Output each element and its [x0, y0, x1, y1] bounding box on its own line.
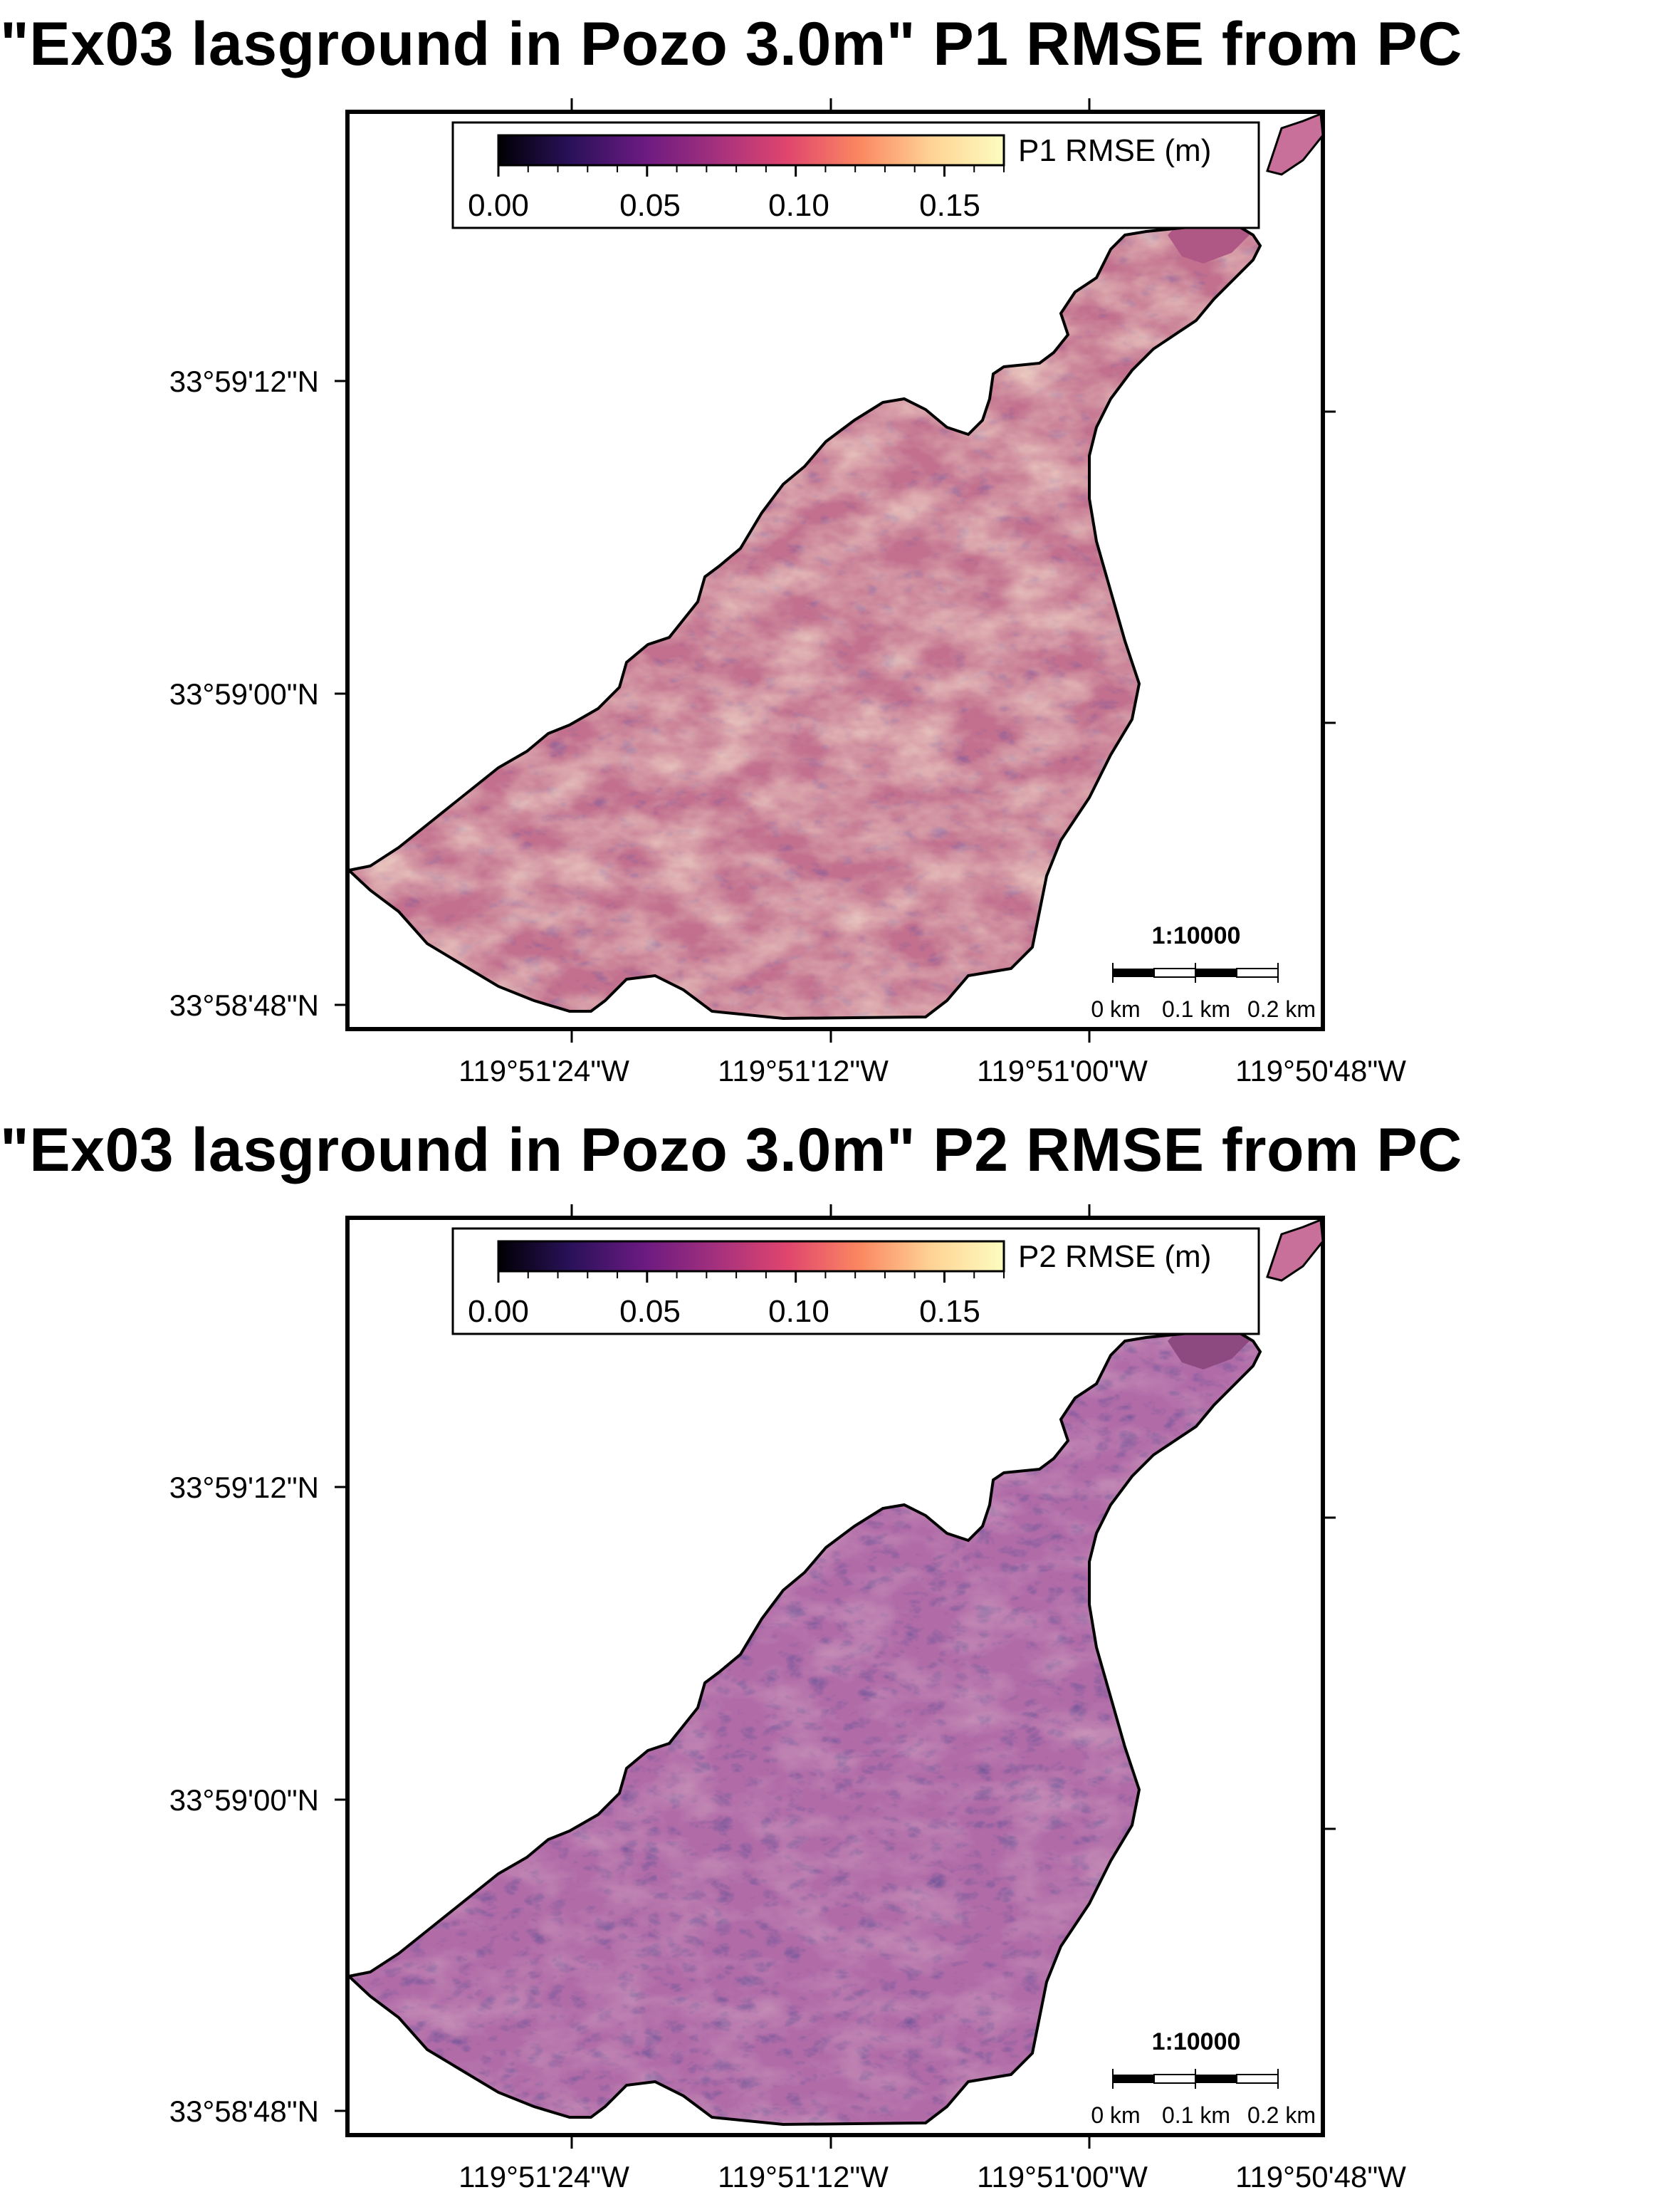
colorbar-tick-label: 0.00: [468, 188, 529, 223]
lon-label: 119°51'12"W: [718, 1054, 889, 1087]
colorbar: [497, 1240, 1005, 1273]
map-figure-p1: P1 RMSE (m) 0.00 0.05 0.10 0.15 33°59'12…: [169, 98, 1406, 1087]
map-panel-p2: "Ex03 lasground in Pozo 3.0m" P2 RMSE fr…: [0, 1106, 1676, 2212]
colorbar-tick-label: 0.10: [768, 1294, 829, 1329]
lat-label: 33°59'12"N: [169, 365, 319, 398]
map-frame: [345, 1216, 1325, 2137]
colorbar-tick-label: 0.00: [468, 1294, 529, 1329]
scale-bar: [1112, 963, 1279, 983]
colorbar-tick-label: 0.15: [919, 1294, 980, 1329]
lat-label: 33°58'48"N: [169, 988, 319, 1022]
lon-label: 119°51'00"W: [977, 1054, 1148, 1087]
lat-label: 33°59'12"N: [169, 1471, 319, 1504]
colorbar-minor-ticks: [497, 165, 1005, 177]
lat-label: 33°58'48"N: [169, 2094, 319, 2128]
scale-label: 0.2 km: [1247, 2102, 1316, 2128]
scale-ratio: 1:10000: [1152, 922, 1241, 949]
scale-label: 0 km: [1091, 2102, 1140, 2128]
colorbar: [497, 134, 1005, 167]
colorbar-label: P1 RMSE (m): [1018, 133, 1211, 168]
colorbar-tick-label: 0.05: [619, 1294, 681, 1329]
lon-label: 119°51'12"W: [718, 2160, 889, 2193]
lat-label: 33°59'00"N: [169, 677, 319, 711]
land-sliver: [1266, 112, 1324, 176]
scale-ratio: 1:10000: [1152, 2028, 1241, 2055]
lon-label: 119°51'00"W: [977, 2160, 1148, 2193]
map-panel-p1: "Ex03 lasground in Pozo 3.0m" P1 RMSE fr…: [0, 10, 1462, 1087]
lon-label: 119°51'24"W: [459, 2160, 629, 2193]
colorbar-minor-ticks: [497, 1271, 1005, 1283]
map-top-ticks: [570, 1204, 1091, 1218]
map-right-ticks: [1323, 1516, 1336, 1830]
rmse-raster: [349, 1330, 1260, 2124]
colorbar-tick-label: 0.15: [919, 188, 980, 223]
land-sliver: [1266, 1218, 1324, 1282]
map-title: "Ex03 lasground in Pozo 3.0m" P2 RMSE fr…: [0, 1116, 1462, 1184]
lon-label: 119°50'48"W: [1235, 1054, 1406, 1087]
scale-bar: [1112, 2069, 1279, 2089]
colorbar-label: P2 RMSE (m): [1018, 1239, 1211, 1274]
scale-label: 0.2 km: [1247, 996, 1316, 1022]
scale-label: 0 km: [1091, 996, 1140, 1022]
lon-label: 119°50'48"W: [1235, 2160, 1406, 2193]
scale-label: 0.1 km: [1162, 996, 1230, 1022]
colorbar-tick-label: 0.05: [619, 188, 681, 223]
map-title: "Ex03 lasground in Pozo 3.0m" P1 RMSE fr…: [0, 10, 1462, 78]
map-figure-p2: P2 RMSE (m) 0.00 0.05 0.10 0.15 33°59'12…: [169, 1204, 1406, 2193]
map-top-ticks: [570, 98, 1091, 112]
map-right-ticks: [1323, 410, 1336, 724]
map-frame: [345, 110, 1325, 1031]
colorbar-tick-label: 0.10: [768, 188, 829, 223]
lat-label: 33°59'00"N: [169, 1783, 319, 1817]
rmse-raster: [349, 224, 1260, 1018]
scale-label: 0.1 km: [1162, 2102, 1230, 2128]
lon-label: 119°51'24"W: [459, 1054, 629, 1087]
